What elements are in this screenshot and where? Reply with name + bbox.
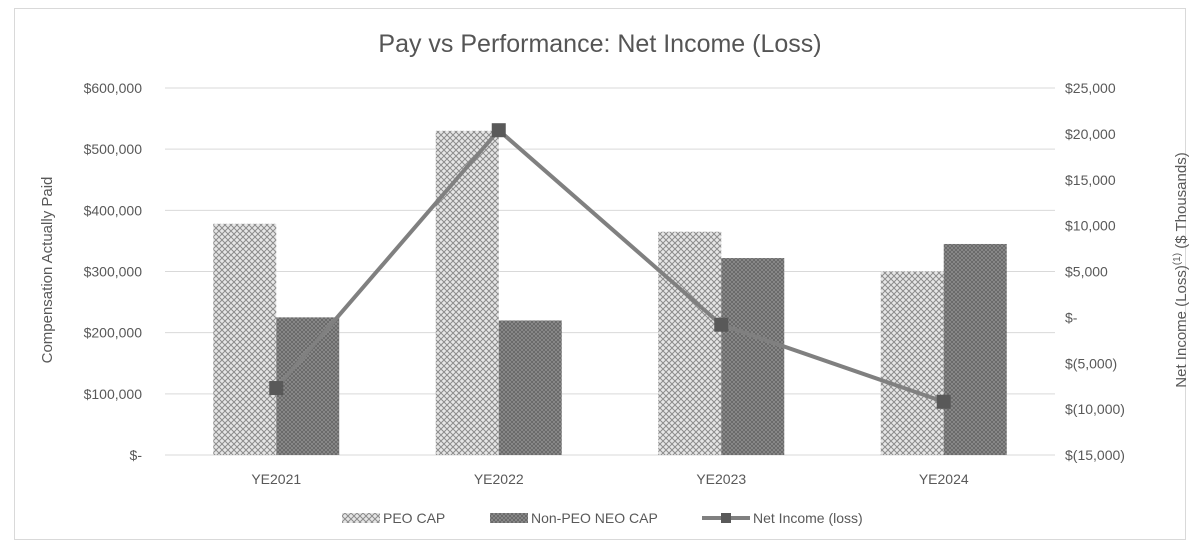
right-tick-label: $(10,000) xyxy=(1065,401,1125,417)
left-tick-label: $- xyxy=(130,447,143,463)
right-axis-title-sup: (1) xyxy=(1172,253,1183,265)
net-income-line xyxy=(274,128,945,404)
peo-cap-bar xyxy=(213,223,277,455)
legend-swatch-non-peo-neo-cap xyxy=(490,513,528,523)
legend-label-peo-cap: PEO CAP xyxy=(383,510,445,526)
net-income-marker xyxy=(936,394,951,409)
peo-cap-bar xyxy=(880,271,944,455)
right-tick-label: $25,000 xyxy=(1065,80,1116,96)
peo-cap-bar xyxy=(435,130,499,456)
left-tick-label: $200,000 xyxy=(84,325,143,341)
bar-series xyxy=(213,130,1007,456)
right-tick-label: $20,000 xyxy=(1065,126,1116,142)
left-axis-title: Compensation Actually Paid xyxy=(39,177,56,364)
net-income-marker xyxy=(491,123,506,138)
right-tick-label: $(5,000) xyxy=(1065,355,1117,371)
legend-label-net-income: Net Income (loss) xyxy=(753,510,863,526)
category-tick-label: YE2024 xyxy=(919,471,969,487)
right-axis-title-tail: ($ Thousands) xyxy=(1173,152,1190,253)
category-tick-label: YE2021 xyxy=(251,471,301,487)
chart-title: Pay vs Performance: Net Income (Loss) xyxy=(378,30,821,58)
right-tick-label: $- xyxy=(1065,309,1078,325)
legend-swatch-marker xyxy=(721,513,731,523)
category-axis-ticks: YE2021 YE2022 YE2023 YE2024 xyxy=(251,471,969,487)
right-tick-label: $(15,000) xyxy=(1065,447,1125,463)
category-tick-label: YE2023 xyxy=(696,471,746,487)
legend-label-non-peo-neo-cap: Non-PEO NEO CAP xyxy=(531,510,658,526)
legend-swatch-peo-cap xyxy=(342,513,380,523)
non-peo-neo-cap-bar xyxy=(498,320,562,455)
line-series xyxy=(269,123,951,409)
legend: PEO CAP Non-PEO NEO CAP Net Income (loss… xyxy=(342,510,863,526)
non-peo-neo-cap-bar xyxy=(276,317,340,455)
category-tick-label: YE2022 xyxy=(474,471,524,487)
right-axis-ticks: $(15,000) $(10,000) $(5,000) $- $5,000 $10,00… xyxy=(1065,80,1125,463)
right-axis-title-main: Net Income (Loss) xyxy=(1173,265,1190,388)
non-peo-neo-cap-bar xyxy=(721,258,785,455)
non-peo-neo-cap-bar xyxy=(943,243,1007,455)
right-tick-label: $5,000 xyxy=(1065,264,1108,280)
left-tick-label: $600,000 xyxy=(84,80,143,96)
right-axis-title: Net Income (Loss)(1) ($ Thousands) xyxy=(1172,152,1190,387)
left-tick-label: $500,000 xyxy=(84,141,143,157)
left-tick-label: $400,000 xyxy=(84,202,143,218)
left-tick-label: $300,000 xyxy=(84,264,143,280)
left-axis-ticks: $- $100,000 $200,000 $300,000 $400,000 $500,0… xyxy=(84,80,143,463)
right-tick-label: $10,000 xyxy=(1065,218,1116,234)
right-tick-label: $15,000 xyxy=(1065,172,1116,188)
net-income-marker xyxy=(714,317,729,332)
net-income-marker xyxy=(269,381,284,396)
peo-cap-bar xyxy=(658,231,722,455)
left-tick-label: $100,000 xyxy=(84,386,143,402)
